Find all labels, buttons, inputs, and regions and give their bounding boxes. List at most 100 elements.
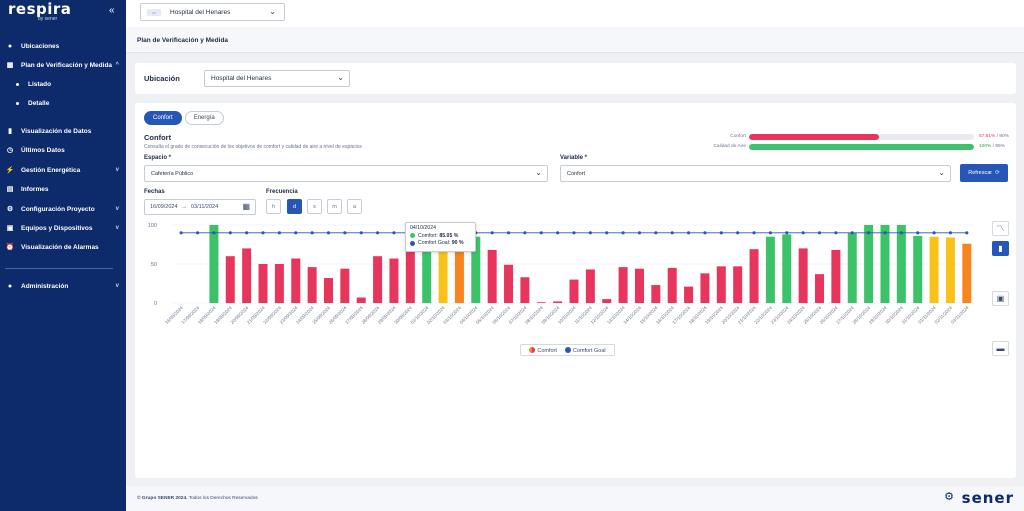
comfort-goal-point [883,231,887,235]
sidebar-item-label: Ubicaciones [21,42,60,50]
bullet-icon [16,102,19,105]
comfort-bar [209,225,219,303]
location-select-value: Hospital del Henares [211,75,272,82]
sidebar-item-equipos-dispositivos[interactable]: ▣ Equipos y Dispositivos v [0,221,126,235]
y-tick-label: 0 [154,301,157,307]
comfort-bar [749,249,759,303]
comfort-goal-point [899,231,903,235]
comfort-goal-point [392,231,396,235]
logo-text: respira [8,0,72,18]
comfort-bar [242,248,252,303]
sidebar-item-label: Últimos Datos [21,146,65,154]
report-icon: ▤ [6,186,14,193]
comfort-bar [274,264,284,303]
comfort-goal-point [785,231,789,235]
comfort-goal-point [752,231,756,235]
comfort-goal-point [637,231,642,235]
comfort-bar [520,277,530,303]
comfort-goal-point [703,231,707,235]
sidebar-item-configuracion-proyecto[interactable]: ⚙ Configuración Proyecto v [0,202,126,216]
comfort-goal-point [588,231,592,235]
comfort-bar [405,251,415,303]
kpi-value: 100% / 95% [979,144,1005,149]
freq-button-s[interactable]: s [307,199,322,214]
date-range-input[interactable]: 16/09/2024 → 03/11/2024 ▦ [144,199,256,215]
comfort-bar [896,225,906,303]
fechas-label: Fechas [144,189,165,195]
comfort-bar [422,250,432,303]
comfort-bar [487,249,497,303]
comfort-goal-point [277,231,281,235]
location-select[interactable]: Hospital del Henares ⌄ [204,70,350,87]
sidebar-item-ultimos-datos[interactable]: ◷ Últimos Datos [0,143,126,157]
sidebar-item-gestion-energetica[interactable]: ⚡ Gestión Energética v [0,163,126,177]
comfort-goal-point [686,231,691,235]
date-arrow: → [181,204,188,210]
sener-logo: sener [961,489,1014,507]
comfort-goal-point [523,231,527,235]
kpi-progress-fill [749,143,974,150]
comfort-goal-point [294,231,298,235]
frecuencia-label: Frecuencia [266,189,298,195]
location-pin-icon: ● [7,42,13,50]
tab-bar: Confort Energía [144,111,224,125]
chevron-down-icon: v [115,167,119,173]
espacio-select[interactable]: Cafetería Público ⌄ [144,165,548,182]
download-icon[interactable]: ▬ [992,341,1009,356]
comfort-bar [569,279,579,303]
kpi-label: Calidad de Aire [713,144,746,149]
line-chart-toggle-icon[interactable]: 〽 [992,221,1009,236]
sidebar-subitem-listado[interactable]: Listado [16,81,51,88]
sidebar-subitem-detalle[interactable]: Detalle [16,100,49,107]
variable-label: Variable * [560,155,588,161]
hospital-select[interactable]: ▭ Hospital del Henares ⌄ [140,3,285,21]
page-title: Plan de Verificación y Medida [137,37,229,44]
legend-swatch [529,346,536,353]
sidebar-item-informes[interactable]: ▤ Informes [0,182,126,196]
comfort-bar [258,264,268,303]
comfort-bar [716,266,726,303]
comfort-bar [323,278,333,303]
comfort-goal-point [212,231,216,235]
app-logo[interactable]: respira by sener [8,0,72,23]
tab-confort[interactable]: Confort [144,111,182,125]
comfort-goal-point [245,231,249,235]
user-icon: ● [7,282,13,290]
bar-chart-toggle-icon[interactable]: ▮ [992,241,1009,256]
comfort-goal-point [621,231,625,235]
refresh-button[interactable]: Refrescar ⟳ [960,164,1008,182]
freq-button-d[interactable]: d [287,199,302,214]
collapse-sidebar-icon[interactable]: « [109,5,115,16]
freq-button-m[interactable]: m [327,199,342,214]
chevron-down-icon: ⌄ [337,73,344,82]
sidebar-item-plan-verificacion[interactable]: ▦ Plan de Verificación y Medida ^ [0,58,126,72]
sidebar-item-visualizacion-alarmas[interactable]: ⏰ Visualización de Alarmas [0,240,126,254]
freq-button-h[interactable]: h [266,199,281,214]
tooltip-row-goal: Comfort Goal: 90 % [410,240,471,246]
tab-energia[interactable]: Energía [184,111,224,125]
sidebar-item-visualizacion-datos[interactable]: ▮ Visualización de Datos [0,124,126,138]
comfort-goal-point [801,231,805,235]
sidebar-item-administracion[interactable]: ● Administración v [0,279,126,293]
freq-button-a[interactable]: a [347,199,362,214]
comfort-goal-point [916,231,920,235]
comfort-bar [504,264,514,303]
sidebar-item-label: Plan de Verificación y Medida [21,61,113,69]
comfort-goal-point [375,231,380,235]
tooltip-date: 04/10/2024 [410,225,436,231]
variable-select[interactable]: Confort ⌄ [560,165,951,182]
gear-icon: ⚙ [6,206,14,213]
sidebar-item-label: Visualización de Alarmas [21,243,99,251]
section-title: Confort [144,133,172,142]
legend-item-comfort-goal[interactable]: Comfort Goal [564,346,606,354]
grid-icon: ▦ [6,62,14,69]
sidebar-item-ubicaciones[interactable]: ● Ubicaciones [0,39,126,53]
tooltip-row-comfort: Comfort: 85.05 % [410,233,471,239]
chevron-up-icon: ^ [115,62,119,68]
legend-item-comfort[interactable]: Comfort [529,346,557,354]
comfort-goal-point [572,231,576,235]
chevron-down-icon: ⌄ [938,168,945,177]
screenshot-icon[interactable]: ▣ [992,291,1009,306]
comfort-bar [536,302,546,303]
calendar-icon[interactable]: ▦ [242,202,250,211]
